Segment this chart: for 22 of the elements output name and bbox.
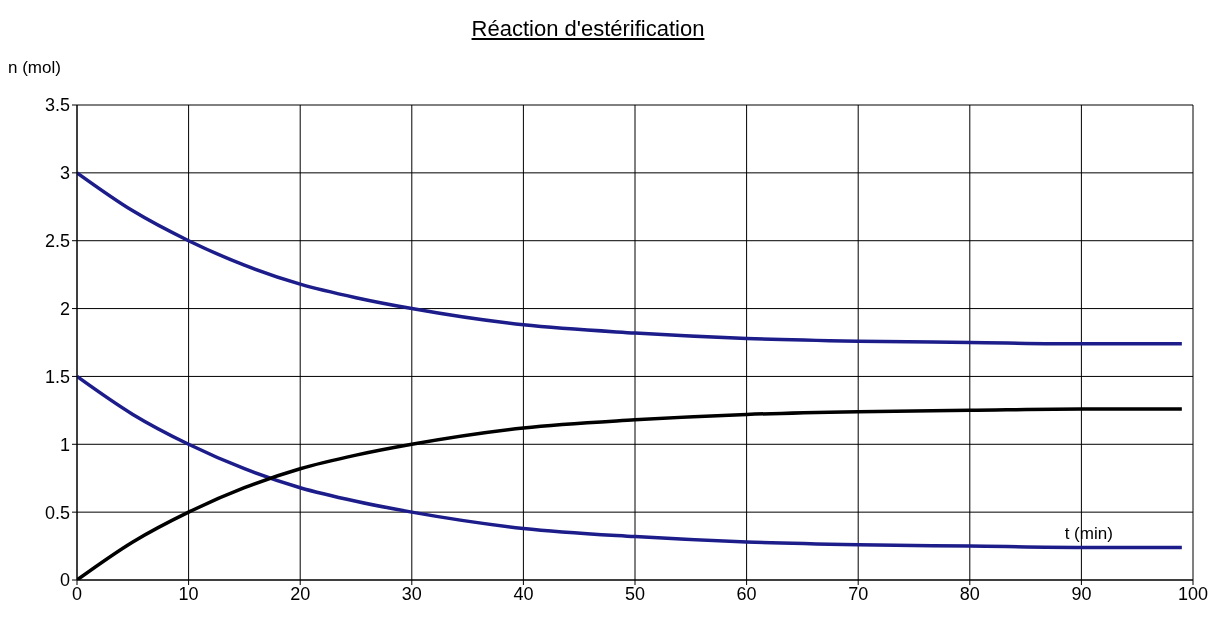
x-tick-label: 100	[1177, 583, 1209, 604]
x-tick-label: 60	[736, 583, 757, 604]
x-tick-label: 70	[848, 583, 869, 604]
x-tick-label: 10	[178, 583, 199, 604]
x-tick-label: 90	[1071, 583, 1092, 604]
y-tick-label: 2	[59, 298, 70, 319]
x-tick-label: 80	[959, 583, 980, 604]
x-tick-label: 20	[290, 583, 311, 604]
y-tick-label: 3.5	[44, 95, 70, 116]
x-tick-label: 40	[513, 583, 534, 604]
y-tick-label: 0.5	[44, 502, 70, 523]
y-tick-label: 2.5	[44, 231, 70, 252]
y-tick-label: 0	[59, 570, 70, 591]
line-series	[77, 171, 1184, 346]
y-tick-label: 3	[59, 163, 70, 184]
chart-title: Réaction d'estérification	[470, 16, 706, 42]
x-tick-label: 30	[401, 583, 422, 604]
y-tick-label: 1	[59, 434, 70, 455]
y-axis-title: n (mol)	[8, 58, 61, 78]
x-tick-label: 50	[624, 583, 646, 604]
y-tick-label: 1.5	[44, 366, 70, 387]
line-series	[77, 374, 1184, 550]
